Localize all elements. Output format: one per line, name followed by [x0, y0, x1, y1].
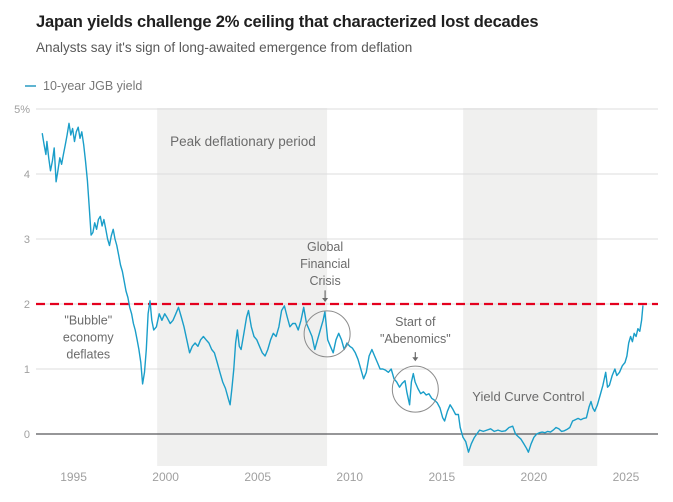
x-axis-tick-label: 2000	[152, 470, 179, 484]
chart-annotation: Crisis	[309, 274, 340, 288]
down-arrow-head-icon	[412, 357, 419, 362]
y-axis-tick-label: 1	[24, 364, 30, 376]
legend-label: 10-year JGB yield	[43, 79, 143, 93]
period-band	[157, 108, 328, 466]
y-axis-tick-label: 4	[24, 169, 30, 181]
x-axis-tick-label: 2020	[521, 470, 548, 484]
event-circle	[391, 365, 439, 413]
y-axis-tick-label: 3	[24, 234, 30, 246]
chart-annotation: deflates	[66, 347, 110, 361]
jgb-yield-series	[41, 122, 644, 453]
period-band	[463, 108, 598, 466]
legend-line-swatch-icon	[25, 85, 36, 87]
x-axis-tick-label: 2025	[613, 470, 640, 484]
chart-annotation: Financial	[300, 257, 350, 271]
x-axis-tick-label: 1995	[60, 470, 87, 484]
chart-annotation: Peak deflationary period	[170, 134, 316, 149]
chart-annotation: economy	[63, 330, 114, 344]
chart-subtitle: Analysts say it's sign of long-awaited e…	[36, 40, 413, 55]
x-axis-tick-label: 2015	[428, 470, 455, 484]
chart-annotation: "Abenomics"	[380, 332, 451, 346]
y-axis-tick-label: 0	[24, 429, 30, 441]
chart-annotation: Global	[307, 240, 343, 254]
y-axis-tick-label: 2	[24, 299, 30, 311]
legend: 10-year JGB yield	[25, 79, 142, 93]
down-arrow-head-icon	[322, 298, 329, 303]
chart-title: Japan yields challenge 2% ceiling that c…	[36, 13, 539, 31]
y-axis-tick-label: 5%	[14, 104, 30, 116]
chart-annotation: Yield Curve Control	[472, 389, 584, 404]
chart-annotation: "Bubble"	[64, 313, 112, 327]
x-axis-tick-label: 2005	[244, 470, 271, 484]
chart-annotation: Start of	[395, 315, 436, 329]
x-axis-tick-label: 2010	[336, 470, 363, 484]
event-circle	[303, 310, 351, 358]
